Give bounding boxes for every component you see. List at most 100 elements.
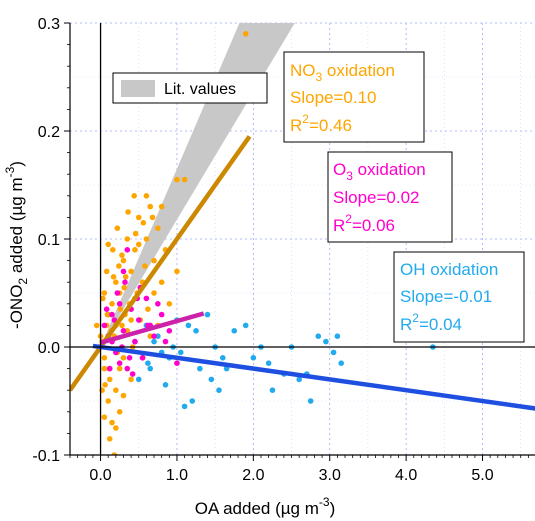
y-tick-label: -0.1 — [32, 448, 60, 465]
axis-ticks — [64, 22, 529, 461]
o3-point — [101, 322, 108, 329]
no3-point — [132, 247, 138, 253]
o3-point — [158, 311, 165, 318]
oh-point — [197, 365, 203, 372]
no3-point — [103, 268, 110, 275]
oh-point — [296, 376, 302, 383]
o3-point — [135, 317, 142, 323]
o3-point — [155, 301, 161, 307]
no3-point — [101, 355, 108, 361]
no3-point — [116, 365, 123, 372]
no3-point — [135, 214, 142, 221]
oh-point — [145, 360, 151, 367]
o3-point — [120, 268, 127, 275]
legend-label: Lit. values — [164, 81, 236, 98]
no3-annotation-box — [283, 51, 425, 143]
x-tick-label: 4.0 — [395, 467, 417, 484]
no3-point — [131, 193, 137, 199]
oh-point — [185, 322, 192, 329]
no3-point — [128, 376, 134, 383]
x-tick-label: 0.0 — [89, 467, 111, 484]
o3-point — [122, 279, 128, 286]
no3-point — [135, 241, 142, 248]
no3-point — [132, 230, 139, 237]
legend-swatch — [121, 80, 155, 97]
oh-point — [307, 398, 314, 404]
no3-point — [109, 301, 115, 307]
no3-point — [110, 274, 117, 280]
no3-point — [120, 355, 127, 361]
o3-point — [129, 371, 136, 377]
o3-point — [116, 301, 123, 307]
no3-point — [119, 252, 125, 258]
zero-lines — [70, 23, 535, 455]
no3-point — [128, 317, 134, 323]
no3-title: NO3 oxidation — [290, 61, 395, 84]
oh-point — [269, 387, 276, 394]
oh-title: OH oxidation — [400, 260, 498, 279]
o3-fit-line — [99, 311, 205, 345]
o3-point — [132, 338, 138, 345]
no3-point — [104, 311, 111, 318]
oh-point — [315, 333, 322, 340]
o3-r2: R2=0.06 — [333, 212, 395, 235]
no3-point — [158, 203, 165, 210]
x-tick-label: 1.0 — [166, 467, 188, 484]
no3-point — [151, 290, 157, 296]
no3-point — [145, 306, 151, 313]
no3-point — [101, 365, 108, 372]
oh-point — [193, 328, 199, 334]
no3-point — [105, 241, 111, 248]
lit-band-shape — [100, 23, 295, 347]
o3-point — [124, 247, 131, 253]
o3-annotation: O3 oxidation Slope=0.02 R2=0.06 — [327, 151, 453, 243]
lit-values-band — [100, 23, 295, 347]
no3-annotation: NO3 oxidation Slope=0.10 R2=0.46 — [283, 51, 425, 143]
no3-point — [124, 236, 131, 242]
y-tick-label: 0.3 — [38, 16, 60, 33]
no3-point — [113, 387, 119, 394]
o3-point — [116, 360, 123, 367]
no3-point — [113, 425, 119, 431]
no3-point — [128, 268, 134, 275]
o3-point — [143, 295, 150, 302]
o3-point — [124, 365, 131, 372]
o3-point — [166, 328, 173, 334]
no3-point — [121, 284, 128, 291]
o3-slope: Slope=0.02 — [333, 188, 420, 207]
o3-annotation-box — [327, 151, 453, 243]
oh-annotation: OH oxidation Slope=-0.01 R2=0.04 — [393, 251, 525, 343]
no3-point — [116, 409, 123, 415]
oh-point — [231, 328, 238, 334]
oh-point — [330, 349, 337, 356]
y-tick-label: 0.1 — [38, 232, 60, 249]
oh-point — [208, 376, 215, 383]
no3-point — [116, 263, 122, 269]
no3-slope: Slope=0.10 — [290, 88, 377, 107]
no3-point — [111, 452, 118, 455]
oh-point — [334, 333, 341, 340]
no3-point — [117, 306, 124, 313]
o3-point — [111, 317, 118, 323]
no3-point — [100, 295, 106, 302]
o3-point — [162, 338, 169, 345]
y-axis-title: -ONO2 added (µg m-3) — [3, 161, 30, 329]
no3-point — [151, 257, 157, 264]
oh-point — [181, 403, 188, 410]
oh-point — [219, 355, 226, 361]
x-tick-label: 3.0 — [319, 467, 341, 484]
oh-annotation-box — [393, 251, 525, 343]
o3-point — [120, 328, 127, 334]
no3-point — [125, 209, 131, 215]
x-tick-label: 5.0 — [471, 467, 493, 484]
no3-point — [93, 322, 100, 329]
oh-point — [338, 360, 344, 367]
o3-point — [126, 355, 133, 361]
no3-point — [105, 398, 111, 404]
no3-point — [119, 322, 125, 329]
no3-point — [181, 176, 188, 183]
no3-r2: R2=0.46 — [290, 112, 352, 135]
no3-point — [106, 376, 113, 383]
oh-point — [135, 376, 142, 383]
